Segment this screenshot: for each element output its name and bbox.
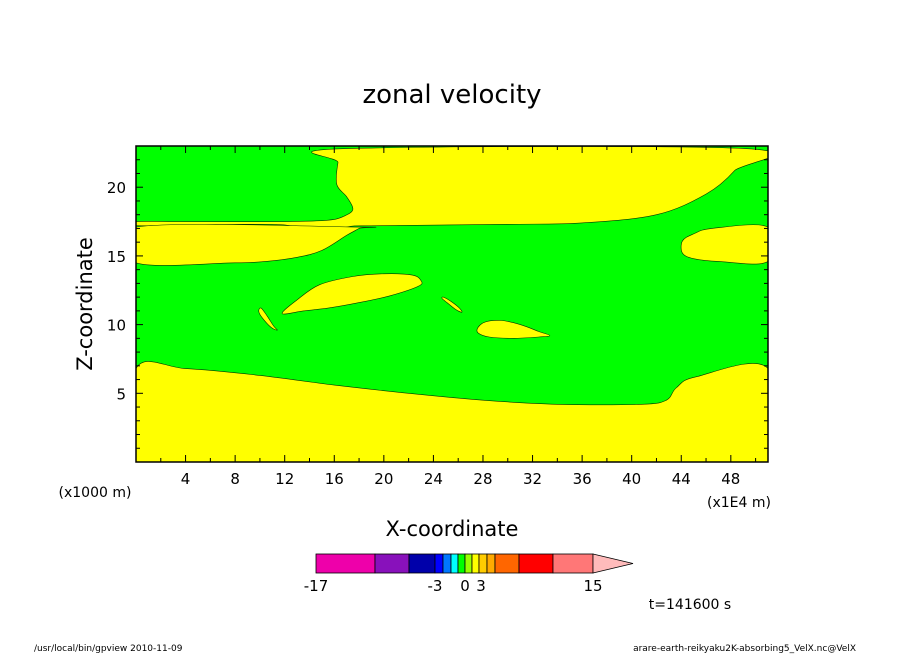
contour-region-yellow-7 (441, 296, 463, 313)
colorbar-segment (315, 553, 376, 574)
colorbar-segment (471, 553, 480, 574)
contour-region-yellow-1 (136, 361, 768, 462)
contour-regions (136, 146, 768, 462)
y-tick-label: 20 (107, 179, 126, 197)
colorbar-segment (478, 553, 488, 574)
x-tick-label: 12 (275, 470, 294, 488)
x-tick-label: 20 (374, 470, 393, 488)
colorbar-segment (518, 553, 554, 574)
x-tick-label: 4 (181, 470, 191, 488)
contour-region-yellow-5 (281, 273, 423, 315)
x-tick-label: 44 (672, 470, 691, 488)
x-tick-label: 40 (622, 470, 641, 488)
colorbar-tick-label: 0 (460, 577, 470, 595)
y-unit-label: (x1000 m) (59, 485, 132, 501)
colorbar-tick-labels: -17 -3 0 3 15 (304, 577, 603, 595)
colorbar-segments (315, 553, 634, 574)
x-tick-label: 32 (523, 470, 542, 488)
y-axis-label: Z-coordinate (73, 237, 97, 371)
contour-region-yellow-3 (136, 224, 377, 266)
colorbar: -17 -3 0 3 15 (304, 553, 634, 595)
colorbar-segment (442, 553, 452, 574)
colorbar-segment (464, 553, 473, 574)
x-tick-label: 16 (325, 470, 344, 488)
x-unit-label: (x1E4 m) (707, 495, 771, 511)
colorbar-segment (457, 553, 466, 574)
contour-region-yellow-4 (680, 224, 768, 265)
colorbar-segment (374, 553, 410, 574)
colorbar-segment (486, 553, 496, 574)
x-tick-label: 28 (473, 470, 492, 488)
time-label: t=141600 s (649, 597, 731, 613)
colorbar-segment (434, 553, 444, 574)
colorbar-segment (494, 553, 520, 574)
y-tick-label: 5 (116, 385, 126, 403)
footer-left: /usr/local/bin/gpview 2010-11-09 (34, 644, 183, 654)
colorbar-segment (408, 553, 436, 574)
x-tick-label: 8 (230, 470, 240, 488)
chart-title: zonal velocity (362, 80, 541, 110)
plot-frame (135, 145, 769, 463)
colorbar-tick-label: 15 (583, 577, 602, 595)
contour-region-yellow-8 (476, 320, 551, 339)
colorbar-extension-arrow (592, 553, 634, 574)
contour-region-yellow-6 (258, 307, 278, 331)
x-tick-label: 24 (424, 470, 443, 488)
colorbar-tick-label: -17 (304, 577, 329, 595)
colorbar-segment (450, 553, 459, 574)
y-tick-label: 10 (107, 317, 126, 335)
y-tick-label: 15 (107, 248, 126, 266)
colorbar-tick-label: -3 (428, 577, 443, 595)
x-tick-label: 48 (721, 470, 740, 488)
x-axis-label: X-coordinate (386, 517, 519, 541)
colorbar-segment (552, 553, 594, 574)
x-tick-label: 36 (573, 470, 592, 488)
footer-right: arare-earth-reikyaku2K-absorbing5_VelX.n… (633, 644, 856, 654)
colorbar-tick-label: 3 (476, 577, 486, 595)
